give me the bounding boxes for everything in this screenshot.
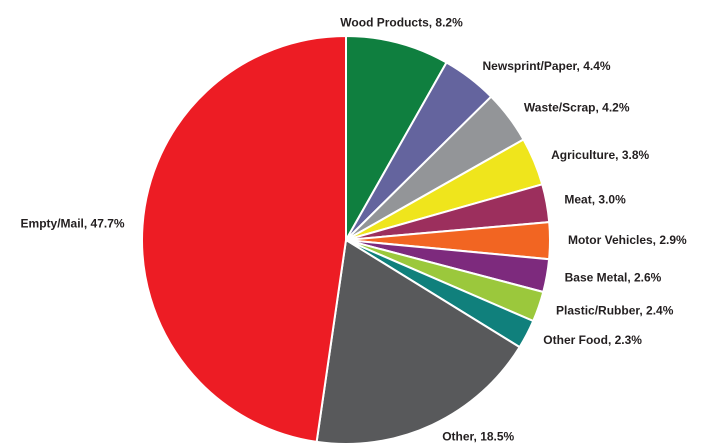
slice-label: Other Food, 2.3% <box>543 333 642 347</box>
slice-label: Meat, 3.0% <box>564 193 626 207</box>
pie-slice <box>315 238 521 445</box>
slice-label: Wood Products, 8.2% <box>340 15 463 29</box>
slice-label: Newsprint/Paper, 4.4% <box>483 59 611 73</box>
slice-label: Other, 18.5% <box>442 430 514 444</box>
slice-label: Base Metal, 2.6% <box>565 270 662 284</box>
slice-label: Motor Vehicles, 2.9% <box>568 233 687 247</box>
slice-label: Empty/Mail, 47.7% <box>21 216 125 230</box>
slice-label: Plastic/Rubber, 2.4% <box>556 303 674 317</box>
pie-slice <box>345 34 448 244</box>
slice-label: Agriculture, 3.8% <box>551 148 649 162</box>
pie-slice <box>141 34 347 444</box>
slice-label: Waste/Scrap, 4.2% <box>524 101 630 115</box>
